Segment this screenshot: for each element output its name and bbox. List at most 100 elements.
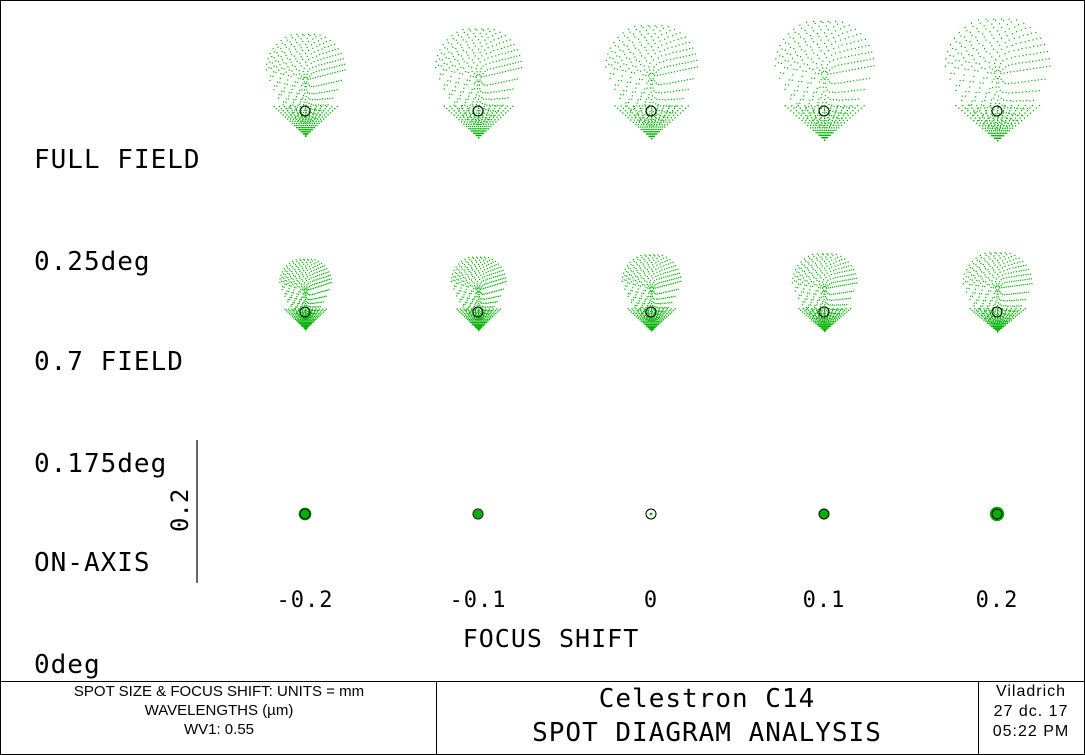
spot-point <box>660 84 662 86</box>
spot-point <box>308 317 311 319</box>
spot-point <box>662 73 664 75</box>
spot-point <box>816 322 818 324</box>
spot-point <box>328 278 330 280</box>
spot-point <box>324 98 326 100</box>
spot-point <box>476 125 478 128</box>
spot-point <box>696 59 698 61</box>
spot-point <box>836 72 838 74</box>
spot-point <box>626 86 628 88</box>
spot-point <box>322 311 324 313</box>
spot-point <box>648 75 650 77</box>
spot-point <box>647 309 649 312</box>
spot-point <box>319 311 321 313</box>
spot-point <box>826 137 829 139</box>
spot-point <box>459 271 461 273</box>
spot-point <box>492 315 494 318</box>
spot-point <box>463 308 465 310</box>
spot-point <box>814 306 816 309</box>
spot-point <box>281 276 283 279</box>
spot-point <box>310 320 313 322</box>
spot-point <box>672 51 674 54</box>
spot-point <box>644 284 646 286</box>
spot-point <box>634 314 636 316</box>
spot-point <box>1001 120 1003 122</box>
spot-point <box>502 41 504 43</box>
spot-point <box>804 279 806 282</box>
spot-point <box>656 319 659 321</box>
spot-point <box>492 35 494 37</box>
spot-point <box>314 298 316 300</box>
spot-point <box>653 323 655 326</box>
spot-point <box>624 288 626 290</box>
spot-point <box>666 117 668 119</box>
spot-point <box>647 323 649 326</box>
spot-point <box>1009 100 1011 102</box>
spot-point <box>867 66 869 68</box>
spot-point <box>279 77 281 79</box>
spot-point <box>672 290 674 292</box>
spot-point <box>626 265 628 267</box>
spot-point <box>853 61 856 63</box>
spot-point <box>324 108 326 110</box>
spot-point <box>308 58 310 61</box>
spot-point <box>655 323 657 326</box>
spot-point <box>985 18 987 20</box>
spot-point <box>1008 130 1011 132</box>
spot-point <box>812 268 814 270</box>
spot-point <box>504 97 506 99</box>
spot-point <box>480 274 482 276</box>
spot-point <box>470 320 472 322</box>
spot-point <box>810 312 812 315</box>
spot-point <box>512 62 514 65</box>
spot-point <box>639 308 641 310</box>
spot-point <box>669 105 671 107</box>
spot-point <box>506 80 508 82</box>
spot-point <box>817 290 819 292</box>
spot-point <box>992 86 994 89</box>
spot-point <box>636 302 638 304</box>
spot-point <box>1020 120 1023 122</box>
spot-point <box>297 120 299 122</box>
spot-point <box>826 291 828 293</box>
spot-point <box>475 274 478 276</box>
spot-point <box>659 270 661 272</box>
spot-point <box>325 283 328 285</box>
spot-point <box>997 77 999 80</box>
spot-point <box>305 308 307 310</box>
spot-point <box>483 312 485 314</box>
spot-point <box>817 299 819 301</box>
spot-point <box>307 122 309 124</box>
spot-point <box>501 53 503 55</box>
spot-point <box>304 259 306 261</box>
spot-point <box>629 51 631 54</box>
spot-point <box>985 51 987 53</box>
spot-point <box>489 302 491 304</box>
spot-point <box>611 51 613 53</box>
spot-point <box>973 110 975 112</box>
spot-point <box>817 308 819 310</box>
spot-point <box>957 52 959 54</box>
spot-point <box>860 107 862 109</box>
spot-point <box>811 272 813 274</box>
spot-point <box>686 79 688 81</box>
spot-point <box>278 97 280 99</box>
spot-point <box>974 100 976 102</box>
spot-point <box>1049 65 1051 67</box>
spot-point <box>478 125 480 128</box>
spot-point <box>474 270 476 272</box>
spot-point <box>834 92 836 94</box>
spot-point <box>479 32 481 34</box>
spot-point <box>474 119 476 121</box>
spot-point <box>289 299 291 301</box>
spot-point <box>809 35 811 37</box>
spot-point <box>1008 125 1011 127</box>
spot-point <box>984 48 986 50</box>
spot-point <box>822 286 824 288</box>
spot-point <box>656 131 658 133</box>
spot-point <box>842 70 844 72</box>
spot-point <box>621 80 623 82</box>
spot-point <box>451 70 453 73</box>
spot-point <box>820 325 822 327</box>
spot-point <box>634 47 636 49</box>
spot-point <box>825 86 827 88</box>
